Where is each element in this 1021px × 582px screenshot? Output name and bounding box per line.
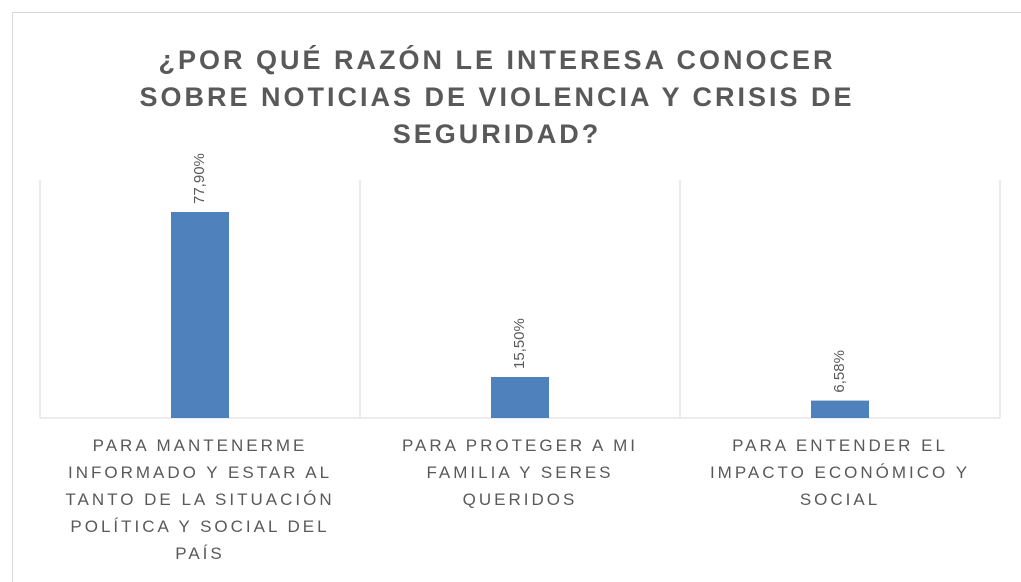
bar [491,377,549,418]
bar [171,211,229,418]
x-tick-label: PARA MANTENERME INFORMADO Y ESTAR AL TAN… [65,436,335,563]
x-tick-label: PARA ENTENDER EL IMPACTO ECONÓMICO Y SOC… [709,436,971,509]
x-tick-label: PARA PROTEGER A MI FAMILIA Y SERES QUERI… [401,436,638,509]
data-label: 15,50% [511,318,528,369]
bar [811,400,869,418]
chart-frame [12,12,1021,582]
data-label: 77,90% [191,153,208,204]
page: ¿POR QUÉ RAZÓN LE INTERESA CONOCER SOBRE… [12,12,1021,582]
chart-title: ¿POR QUÉ RAZÓN LE INTERESA CONOCER SOBRE… [139,45,855,149]
data-label: 6,58% [831,350,848,393]
chart: 77,90% 15,50% 6,58% [39,153,1001,419]
